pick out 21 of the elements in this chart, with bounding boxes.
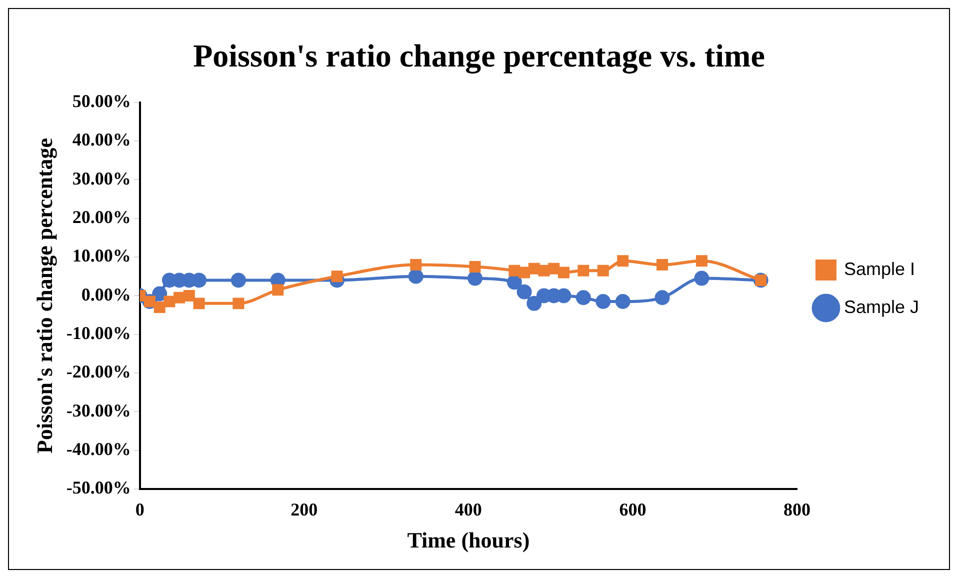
chart-title: Poisson's ratio change percentage vs. time <box>193 37 765 74</box>
x-tick-label: 600 <box>619 499 646 520</box>
legend-label: Sample I <box>844 258 916 279</box>
x-axis-title: Time (hours) <box>407 527 530 552</box>
legend-label: Sample J <box>844 296 920 317</box>
y-tick-label: -30.00% <box>66 400 131 420</box>
y-tick-label: -10.00% <box>66 323 131 344</box>
y-tick-label: 20.00% <box>72 207 131 228</box>
y-tick-label: 0.00% <box>81 284 131 304</box>
y-tick-label: 10.00% <box>72 246 131 266</box>
y-tick-label: -20.00% <box>66 362 131 382</box>
y-tick-label: -50.00% <box>66 478 131 498</box>
y-axis-title: Poisson's ratio change percentage <box>32 138 57 454</box>
y-tick-label: 50.00% <box>72 91 131 112</box>
y-tick-label: -40.00% <box>66 438 131 459</box>
y-tick-label: 40.00% <box>72 130 131 150</box>
y-tick-label: 30.00% <box>72 168 131 188</box>
x-tick-label: 200 <box>290 499 318 520</box>
x-tick-label: 400 <box>454 499 482 520</box>
x-tick-label: 0 <box>135 499 144 520</box>
x-tick-label: 800 <box>783 499 810 520</box>
